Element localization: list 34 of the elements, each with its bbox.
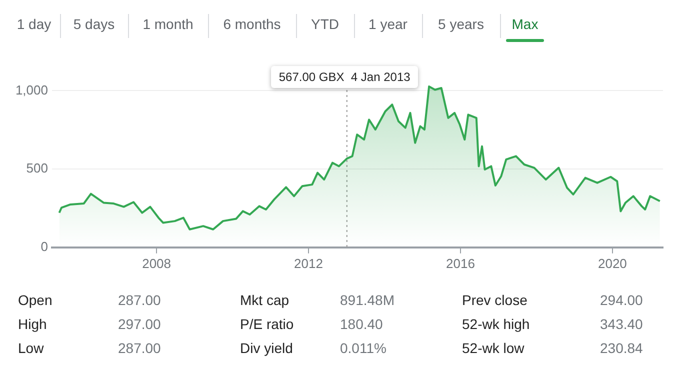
- y-tick-label: 1,000: [15, 82, 48, 98]
- text: 343.40: [600, 316, 643, 332]
- text: YTD: [310, 16, 340, 32]
- text: Prev close: [462, 292, 528, 308]
- text: Mkt cap: [240, 292, 290, 308]
- x-tick-label: 2008: [142, 256, 171, 271]
- text: Open: [18, 292, 52, 308]
- y-tick-label: 0: [40, 238, 48, 254]
- text: 1 day: [16, 16, 52, 32]
- text: 1 month: [142, 16, 194, 32]
- text: 230.84: [600, 340, 643, 356]
- y-tick-label: 500: [26, 160, 48, 176]
- text: 180.40: [340, 316, 383, 332]
- text: 297.00: [118, 316, 161, 332]
- text: 1 year: [368, 16, 408, 32]
- text: Max: [510, 16, 540, 32]
- x-tick-label: 2020: [598, 256, 627, 271]
- text: Low: [18, 340, 44, 356]
- x-tick-label: 2012: [294, 256, 323, 271]
- x-tick-label: 2016: [446, 256, 475, 271]
- text: 52-wk low: [462, 340, 524, 356]
- text: 0.011%: [340, 340, 386, 356]
- text: 891.48M: [340, 292, 394, 308]
- text: High: [18, 316, 47, 332]
- text: 294.00: [600, 292, 643, 308]
- text: 6 months: [222, 16, 282, 32]
- text: Div yield: [240, 340, 293, 356]
- text: 5 years: [437, 16, 485, 32]
- text: 287.00: [118, 340, 161, 356]
- text: P/E ratio: [240, 316, 294, 332]
- annotation: 567.00 GBX 4 Jan 2013: [278, 70, 410, 84]
- text: 5 days: [72, 16, 116, 32]
- text: 287.00: [118, 292, 161, 308]
- text: 52-wk high: [462, 316, 530, 332]
